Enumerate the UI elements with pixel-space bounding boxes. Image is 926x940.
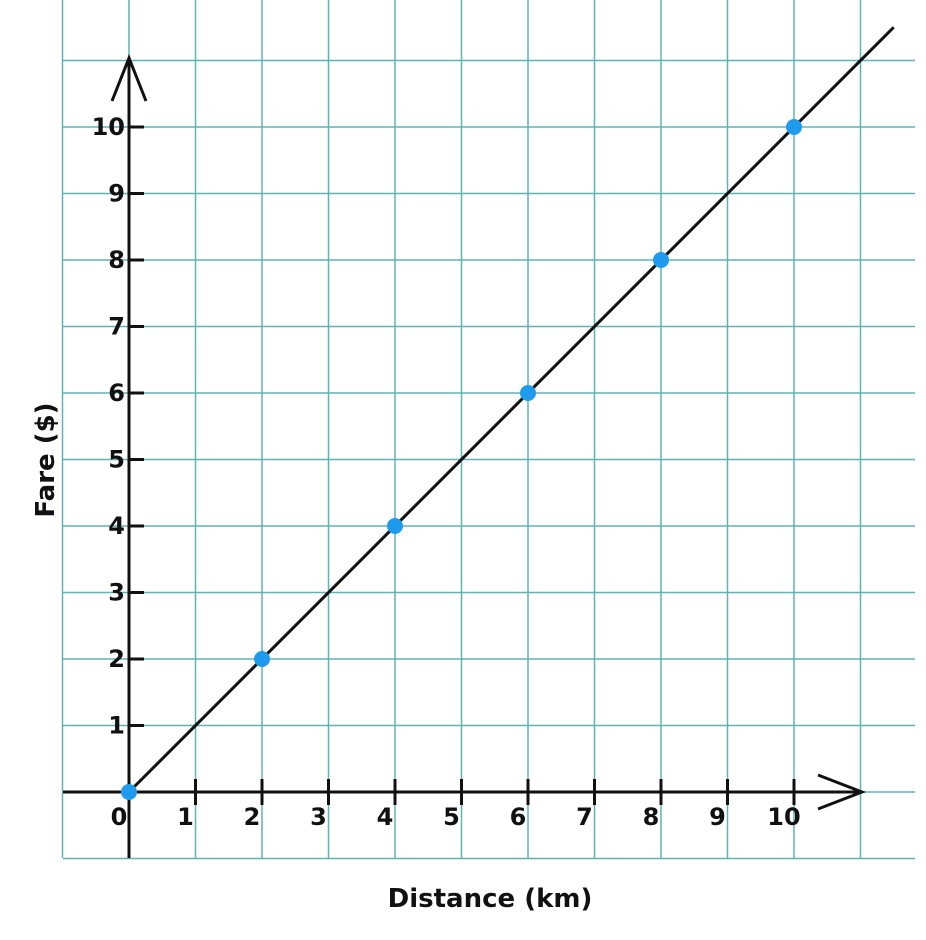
y-tick-label: 2 xyxy=(108,645,125,673)
data-point xyxy=(254,651,270,667)
data-point xyxy=(786,119,802,135)
x-tick-label: 6 xyxy=(510,803,527,831)
tick-labels: 0 1 2 3 4 5 6 7 8 9 10 1 2 3 4 5 6 7 8 9 10 xyxy=(92,113,801,831)
y-tick-label: 6 xyxy=(108,379,125,407)
data-point xyxy=(387,518,403,534)
x-tick-label: 10 xyxy=(767,803,800,831)
y-tick-label: 3 xyxy=(108,579,125,607)
y-axis-arrowhead xyxy=(110,53,148,102)
x-tick-label: 7 xyxy=(576,803,593,831)
fare-line xyxy=(127,26,895,794)
y-tick-label: 1 xyxy=(108,712,125,740)
data-point xyxy=(121,784,137,800)
x-axis-title: Distance (km) xyxy=(388,884,593,914)
x-tick-label: 1 xyxy=(177,803,194,831)
grid xyxy=(61,0,915,860)
x-tick-label: 8 xyxy=(643,803,660,831)
data-points xyxy=(121,119,802,800)
y-axis-title: Fare ($) xyxy=(31,402,61,517)
x-tick-label: 9 xyxy=(709,803,726,831)
data-point xyxy=(653,252,669,268)
tick-marks xyxy=(129,125,796,805)
x-tick-label: 0 xyxy=(111,803,128,831)
y-tick-label: 7 xyxy=(108,313,125,341)
y-tick-label: 10 xyxy=(92,113,125,141)
x-tick-label: 2 xyxy=(244,803,261,831)
x-tick-label: 4 xyxy=(377,803,394,831)
y-tick-label: 5 xyxy=(108,446,125,474)
data-point xyxy=(520,385,536,401)
x-tick-label: 3 xyxy=(310,803,327,831)
y-tick-label: 4 xyxy=(108,512,125,540)
x-axis-arrowhead xyxy=(817,773,867,811)
x-tick-label: 5 xyxy=(443,803,460,831)
y-tick-label: 8 xyxy=(108,246,125,274)
y-tick-label: 9 xyxy=(108,180,125,208)
series-line xyxy=(127,26,895,794)
